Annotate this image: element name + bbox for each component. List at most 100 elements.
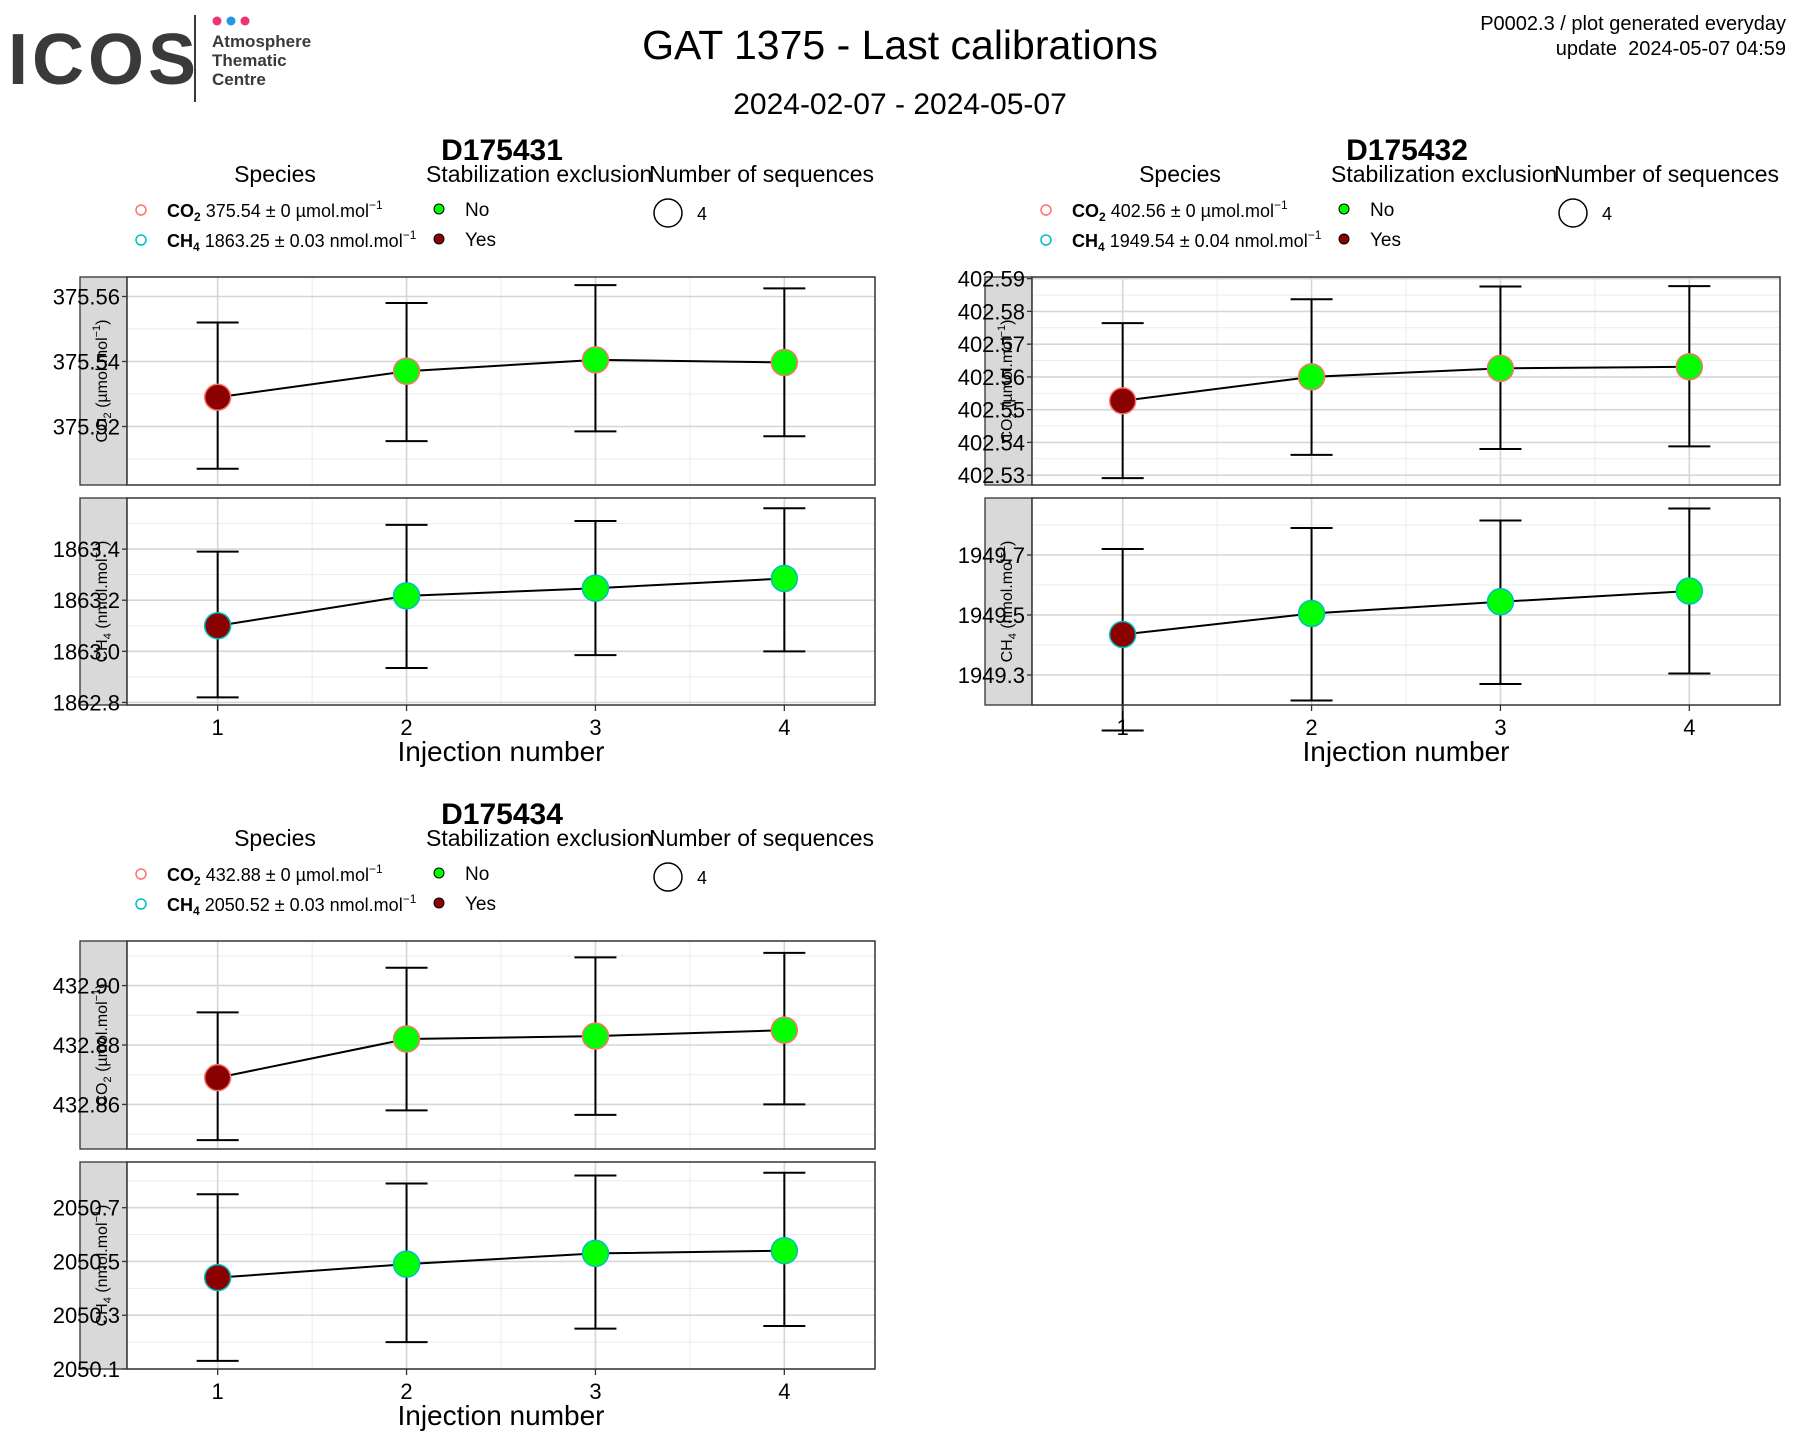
panel-background — [1032, 498, 1780, 705]
panel-border — [126, 940, 876, 1150]
y-tick-label: 402.58 — [958, 299, 1025, 324]
panel-background — [127, 498, 875, 705]
strip-subscript: 4 — [1007, 633, 1019, 639]
legend-co2-label: CO2 375.54 ± 0 µmol.mol−1 — [167, 198, 383, 224]
y-tick-label: 375.56 — [53, 285, 120, 310]
logo-dot-1 — [212, 16, 222, 26]
data-point — [1297, 363, 1326, 391]
panel-strip-label: CO2 (µmol.mol−1) — [91, 984, 114, 1107]
panel-ch4: CH4 (nmol.mol−1) 1862.8 1863.0 1863.2 1863.4 — [53, 497, 876, 715]
y-tick-label: 375.54 — [53, 350, 120, 375]
data-point — [770, 1236, 799, 1265]
legend-sequences-value: 4 — [697, 868, 707, 888]
x-tick-label: 3 — [1494, 715, 1506, 740]
strip-subscript: 4 — [102, 1297, 114, 1303]
y-tick-label: 402.56 — [958, 365, 1025, 390]
panel-strip — [79, 497, 128, 706]
strip-species: CH — [94, 639, 111, 662]
y-tick-label: 375.52 — [53, 415, 120, 440]
legend-ch4-key — [135, 234, 147, 246]
y-tick-label: 402.54 — [958, 430, 1025, 455]
data-point — [1486, 354, 1515, 383]
chart-title: D175434 — [441, 798, 563, 831]
legend-ch4-value: 1863.25 ± 0.03 nmol.mol — [200, 231, 403, 251]
x-tick-label: 1 — [212, 715, 224, 740]
date-range: 2024-02-07 - 2024-05-07 — [733, 88, 1067, 121]
chart-title: D175431 — [441, 134, 563, 167]
plot-meta: P0002.3 / plot generated everyday update… — [1480, 12, 1786, 62]
data-point — [203, 1063, 232, 1092]
legend-yes-key — [433, 233, 445, 245]
legend-co2-key — [1040, 204, 1052, 216]
logo-wordmark: ICOS — [8, 20, 200, 100]
panel-border — [126, 276, 876, 486]
panel-background — [127, 941, 875, 1149]
legend-no-key — [433, 867, 445, 879]
panel-border — [1031, 276, 1781, 486]
legend-ch4-exponent: −1 — [403, 892, 417, 906]
y-tick-label: 2050.7 — [53, 1196, 120, 1221]
chart-d175431: D175431 Species Stabilization exclusionNum… — [53, 134, 876, 767]
x-tick-label: 1 — [1117, 715, 1129, 740]
legend-ch4-exponent: −1 — [1308, 228, 1322, 242]
y-tick-label: 432.88 — [53, 1033, 120, 1058]
x-tick-label: 1 — [212, 1379, 224, 1404]
data-point — [392, 582, 421, 610]
strip-unit: (µmol.mol — [94, 337, 111, 412]
panel-border — [1031, 497, 1781, 706]
legend-ch4-value: 2050.52 ± 0.03 nmol.mol — [200, 895, 403, 915]
legend-no-key — [1338, 203, 1350, 215]
legend-title-sequences: Number of sequences — [649, 161, 874, 187]
strip-close: ) — [999, 541, 1016, 546]
legend-yes-label: Yes — [1370, 230, 1401, 251]
legend-title-stabilization: Stabilization exclusion — [426, 825, 652, 851]
data-point — [770, 1016, 799, 1044]
panel-co2: CO2 (µmol.mol−1) 402.53 402.54 402.55 402.56… — [958, 267, 1781, 488]
legend-sequences-value: 4 — [697, 204, 707, 224]
logo-line-1: Atmosphere — [212, 32, 311, 51]
y-tick-label: 1949.3 — [958, 663, 1025, 688]
data-point — [203, 383, 232, 411]
legend-ch4-value: 1949.54 ± 0.04 nmol.mol — [1105, 231, 1308, 251]
y-tick-label: 1863.0 — [53, 639, 120, 664]
y-tick-label: 2050.5 — [53, 1249, 120, 1274]
legend-co2-key — [135, 204, 147, 216]
legend-co2-symbol: CO — [167, 865, 194, 885]
data-point — [1108, 387, 1137, 415]
legend-co2-key — [135, 868, 147, 880]
panel-strip-label: CH4 (nmol.mol−1) — [91, 541, 114, 663]
data-point — [1108, 620, 1137, 649]
y-tick-label: 1863.4 — [53, 537, 120, 562]
x-axis-label: Injection number — [397, 736, 604, 767]
y-tick-label: 1949.7 — [958, 543, 1025, 568]
logo-line-2: Thematic — [212, 51, 287, 70]
legend-yes-label: Yes — [465, 894, 496, 915]
panel-strip — [984, 276, 1033, 486]
chart-d175432: D175432 Species Stabilization exclusionNum… — [958, 134, 1781, 767]
strip-unit: (nmol.mol — [94, 1222, 111, 1297]
icos-logo: ICOS Atmosphere Thematic Centre — [8, 15, 311, 102]
data-point — [770, 348, 799, 377]
strip-unit: (µmol.mol — [999, 337, 1016, 412]
strip-species: CO — [999, 419, 1016, 443]
x-tick-label: 4 — [778, 715, 790, 740]
legend-ch4-label: CH4 1863.25 ± 0.03 nmol.mol−1 — [167, 228, 417, 254]
legend-ch4-exponent: −1 — [403, 228, 417, 242]
y-tick-label: 2050.3 — [53, 1303, 120, 1328]
legend-no-label: No — [465, 864, 489, 885]
strip-subscript: 2 — [102, 1076, 114, 1082]
legend-co2-label: CO2 402.56 ± 0 µmol.mol−1 — [1072, 198, 1288, 224]
y-tick-label: 432.90 — [53, 974, 120, 999]
y-tick-label: 402.53 — [958, 463, 1025, 488]
logo-dot-2 — [226, 16, 236, 26]
legend-co2-subscript: 2 — [194, 874, 201, 888]
data-point — [581, 346, 610, 374]
strip-species: CH — [94, 1303, 111, 1326]
legend-co2-subscript: 2 — [1099, 210, 1106, 224]
strip-unit: (nmol.mol — [999, 558, 1016, 633]
chart-title: D175432 — [1346, 134, 1468, 167]
legend-title-species: Species — [1139, 161, 1221, 187]
